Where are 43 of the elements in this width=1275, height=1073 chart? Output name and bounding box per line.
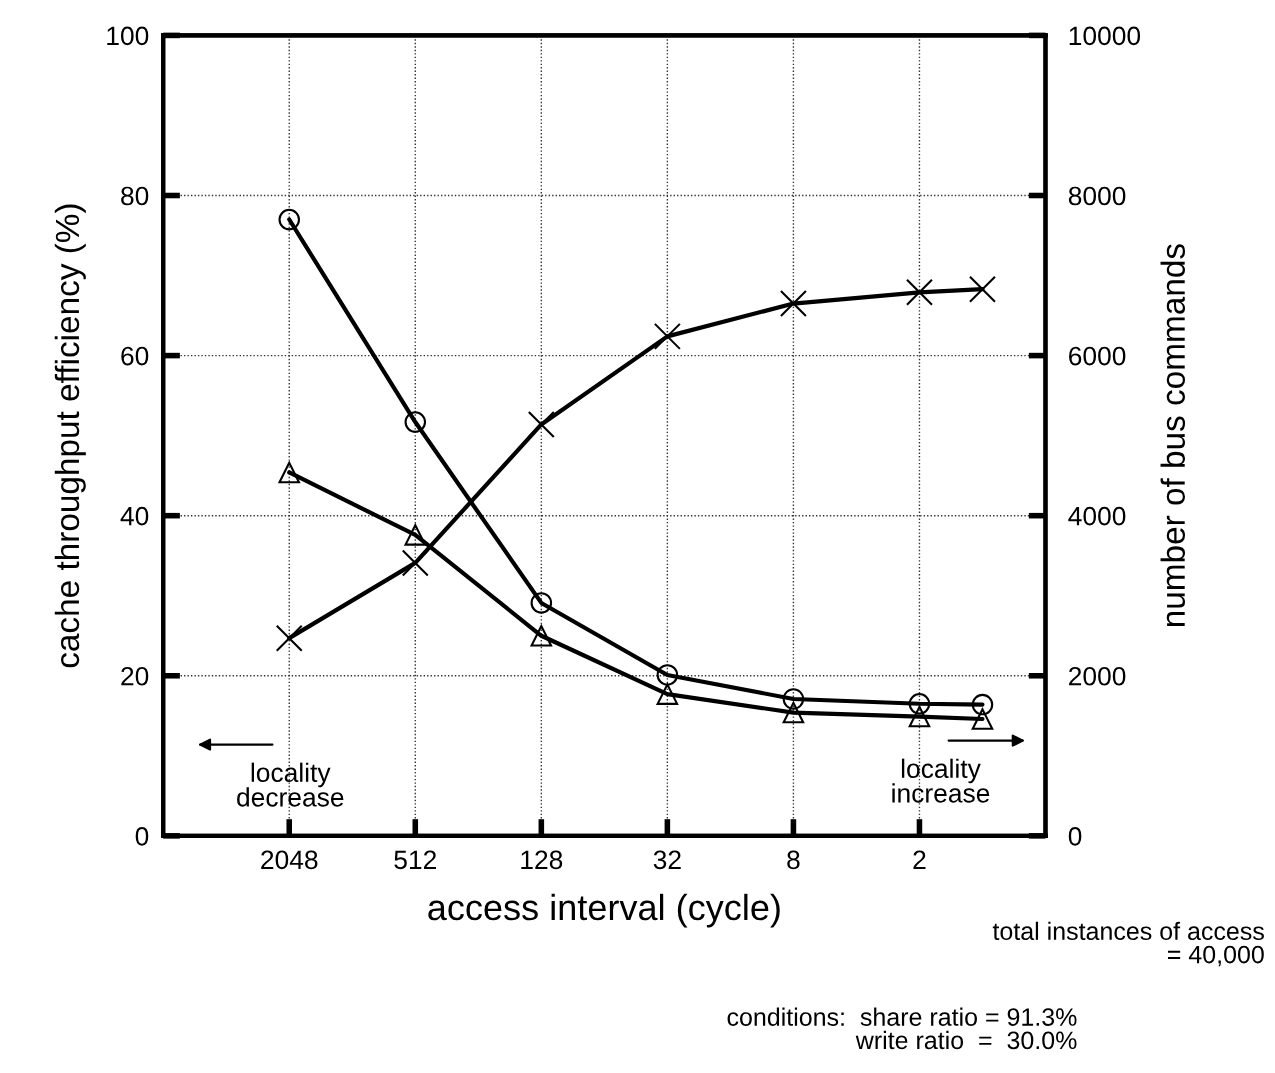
point — [908, 693, 931, 715]
point — [278, 461, 301, 484]
point — [404, 524, 427, 546]
y2-tick-label: 4000 — [1068, 506, 1126, 526]
y-tick-label: 40 — [120, 506, 149, 526]
point — [527, 410, 555, 438]
point — [275, 624, 303, 652]
annotation: locality decrease — [237, 762, 344, 807]
point — [278, 208, 301, 231]
y2-tick-label: 10000 — [1069, 26, 1141, 46]
y-tick-label: 20 — [121, 666, 149, 686]
text: total instances of access = 40,000 — [992, 921, 1264, 967]
y2-tick-label: 8000 — [1068, 186, 1126, 206]
text: conditions: share ratio = 91.3% write ratio = 30.0% — [727, 1007, 1077, 1050]
x-tick-label: 512 — [394, 850, 436, 870]
point — [401, 549, 429, 577]
x-axis-title: access interval (cycle) — [428, 893, 780, 928]
y-axis-title: cache throughput efficiency (%) — [54, 204, 86, 668]
point — [656, 683, 679, 705]
y2-tick-label: 2000 — [1069, 666, 1126, 686]
point — [905, 278, 933, 306]
x-tick-label: 2 — [913, 850, 926, 869]
point — [782, 688, 805, 710]
point — [530, 624, 553, 647]
y-tick-label: 100 — [107, 26, 149, 46]
y2-axis-title: number of bus commands — [1160, 244, 1186, 627]
point — [656, 664, 679, 686]
point — [530, 592, 553, 614]
y-tick-label: 60 — [121, 346, 149, 366]
y-tick-label: 0 — [135, 827, 149, 846]
point — [779, 290, 807, 318]
point — [782, 701, 805, 724]
point — [404, 411, 427, 433]
x-tick-label: 8 — [787, 850, 800, 870]
y2-tick-label: 0 — [1068, 827, 1082, 846]
annotation: locality increase — [892, 758, 990, 803]
point — [908, 705, 931, 728]
x-tick-label: 32 — [653, 850, 681, 870]
x-tick-label: 2048 — [261, 850, 318, 870]
point — [653, 322, 681, 350]
y-tick-label: 80 — [121, 186, 149, 206]
x-tick-label: 128 — [521, 850, 563, 870]
y2-tick-label: 6000 — [1069, 346, 1126, 366]
